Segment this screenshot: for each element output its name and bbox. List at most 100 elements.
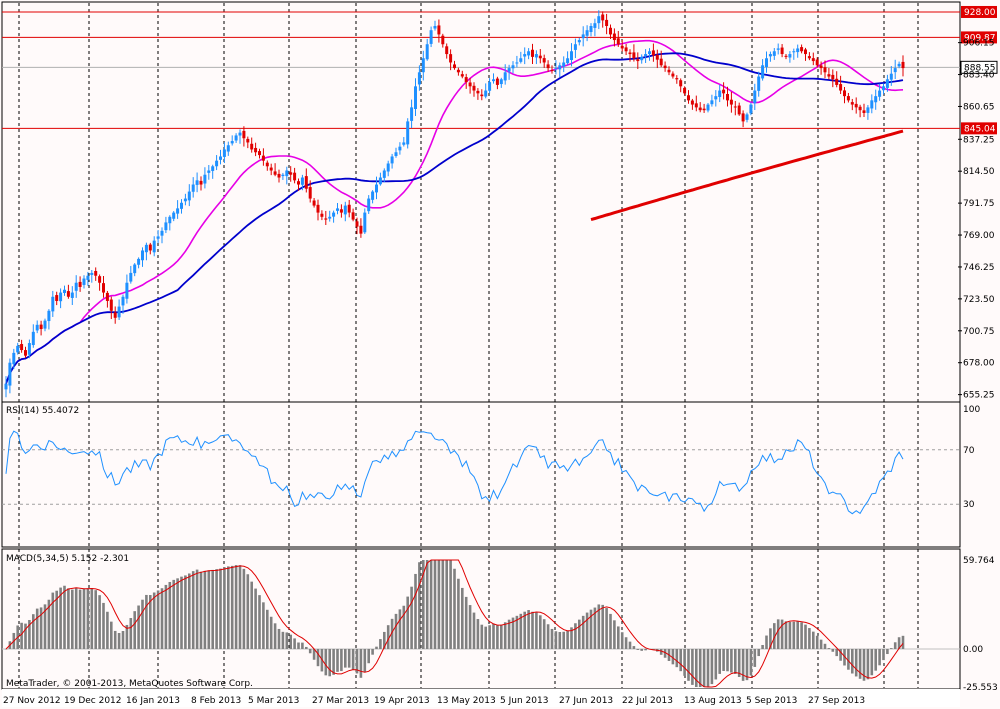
candle-body <box>59 292 63 302</box>
candle-body <box>772 51 776 56</box>
macd-histogram-bar <box>71 589 74 649</box>
candle-body <box>367 198 371 212</box>
candle-body <box>702 108 706 111</box>
candle-body <box>815 59 819 66</box>
macd-histogram-bar <box>355 648 359 674</box>
candle-body <box>27 343 31 355</box>
candle-body <box>137 258 141 265</box>
macd-histogram-bar <box>554 631 558 649</box>
candle-body <box>180 202 183 209</box>
macd-histogram-bar <box>86 588 90 649</box>
macd-histogram-bar <box>628 641 632 649</box>
macd-histogram-bar <box>242 568 246 649</box>
macd-histogram-bar <box>476 619 480 649</box>
candle-body <box>784 55 788 57</box>
x-tick-label: 19 Dec 2012 <box>64 696 122 706</box>
candle-body <box>4 383 8 390</box>
macd-histogram-bar <box>796 621 799 649</box>
candle-body <box>636 59 640 62</box>
macd-histogram-bar <box>854 648 858 677</box>
x-tick-label: 5 Sep 2013 <box>746 696 797 706</box>
candle-body <box>651 50 655 56</box>
candle-body <box>644 54 648 57</box>
macd-histogram-bar <box>367 648 370 664</box>
macd-histogram-bar <box>410 586 413 649</box>
macd-histogram-bar <box>106 611 109 649</box>
macd-histogram-bar <box>51 592 55 649</box>
macd-histogram-bar <box>4 648 8 650</box>
macd-histogram-bar <box>449 560 452 649</box>
macd-histogram-bar <box>203 570 207 649</box>
macd-histogram-bar <box>601 604 604 649</box>
candle-body <box>468 82 472 87</box>
macd-histogram-bar <box>866 648 870 680</box>
candle-body <box>807 56 811 59</box>
macd-histogram-bar <box>808 628 811 649</box>
candle-body <box>612 33 616 41</box>
macd-histogram-bar <box>737 648 741 677</box>
macd-histogram-bar <box>640 648 643 651</box>
candle-body <box>862 110 866 113</box>
candle-body <box>371 191 375 200</box>
candle-body <box>589 26 593 33</box>
macd-histogram-bar <box>324 648 328 676</box>
current-price-label: 888.55 <box>964 63 996 73</box>
macd-histogram-bar <box>308 648 312 654</box>
candle-body <box>811 58 815 62</box>
candle-body <box>897 63 901 67</box>
macd-histogram-bar <box>562 631 565 649</box>
macd-histogram-bar <box>659 648 663 655</box>
macd-signal-line <box>5 559 904 688</box>
macd-histogram-bar <box>706 648 710 687</box>
candle-body <box>226 145 230 152</box>
macd-histogram-bar <box>609 613 612 649</box>
candle-body <box>542 58 546 63</box>
macd-histogram-bar <box>745 648 749 681</box>
candle-body <box>507 68 511 72</box>
macd-histogram-bar <box>488 625 491 649</box>
candle-body <box>246 138 250 143</box>
macd-histogram-bar <box>211 569 214 649</box>
price-candles <box>4 10 905 398</box>
macd-histogram-bar <box>776 619 780 649</box>
candle-body <box>378 177 382 185</box>
candle-body <box>324 218 328 220</box>
candle-body <box>203 174 207 184</box>
candle-body <box>839 84 843 91</box>
candle-body <box>741 113 745 122</box>
candle-body <box>601 14 605 21</box>
candle-body <box>156 236 160 239</box>
macd-histogram-bar <box>539 615 542 649</box>
macd-histogram-bar <box>823 643 827 649</box>
candle-body <box>437 25 441 35</box>
macd-histogram-bar <box>613 620 616 649</box>
rsi-title: RSI(14) 55.4072 <box>6 406 79 416</box>
candle-body <box>293 172 297 181</box>
candle-body <box>796 48 800 53</box>
candle-body <box>523 54 527 57</box>
candle-body <box>605 19 609 27</box>
candle-body <box>144 244 148 253</box>
candle-body <box>195 180 199 185</box>
macd-histogram-bar <box>632 646 636 649</box>
candle-body <box>113 312 117 318</box>
macd-histogram-bar <box>316 648 320 667</box>
macd-histogram-bar <box>176 578 179 649</box>
candle-body <box>332 212 336 217</box>
macd-histogram-bar <box>574 623 577 649</box>
candle-body <box>675 78 679 80</box>
candle-body <box>737 105 741 115</box>
macd-histogram-bar <box>874 648 877 671</box>
candle-body <box>285 170 289 177</box>
candle-body <box>12 352 16 365</box>
macd-histogram-bar <box>305 646 308 649</box>
macd-histogram-bar <box>897 637 901 649</box>
candle-body <box>480 94 484 97</box>
candle-body <box>889 73 893 80</box>
rsi-panel[interactable] <box>1 401 961 548</box>
macd-histogram-bar <box>215 569 218 649</box>
macd-histogram-bar <box>453 568 456 649</box>
current-price-tag <box>960 60 998 74</box>
candle-body <box>570 51 573 61</box>
